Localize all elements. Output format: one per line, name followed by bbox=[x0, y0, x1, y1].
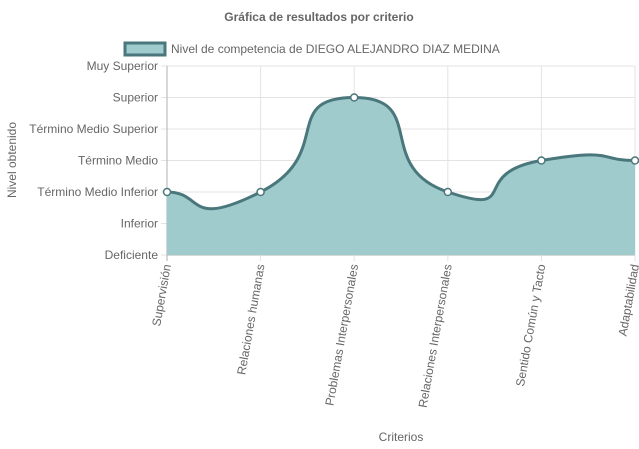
y-tick-label: Inferior bbox=[121, 217, 158, 231]
x-tick-label: Adaptabilidad bbox=[616, 263, 639, 337]
x-axis-title: Criterios bbox=[379, 430, 424, 444]
series-area bbox=[162, 93, 639, 255]
legend[interactable]: Nivel de competencia de DIEGO ALEJANDRO … bbox=[123, 41, 500, 57]
y-tick-label: Término Medio Inferior bbox=[37, 185, 158, 199]
x-tick-label: Relaciones humanas bbox=[234, 263, 267, 376]
x-tick-label: Problemas Interpersonales bbox=[322, 263, 361, 407]
series-area-fill bbox=[167, 97, 635, 255]
data-point[interactable] bbox=[162, 187, 172, 197]
data-point[interactable] bbox=[630, 156, 639, 165]
data-point[interactable] bbox=[443, 187, 453, 197]
legend-swatch bbox=[123, 41, 167, 57]
y-axis-ticks: Deficiente Inferior Término Medio Inferior… bbox=[29, 59, 158, 262]
data-point[interactable] bbox=[256, 187, 265, 197]
chart-title: Gráfica de resultados por criterio bbox=[224, 10, 413, 24]
data-point[interactable] bbox=[537, 156, 546, 165]
y-tick-label: Superior bbox=[113, 91, 158, 105]
y-axis-title: Nivel obtenido bbox=[5, 122, 19, 198]
y-tick-label: Término Medio bbox=[78, 154, 158, 168]
y-tick-label: Término Medio Superior bbox=[29, 122, 158, 136]
legend-label: Nivel de competencia de DIEGO ALEJANDRO … bbox=[171, 42, 500, 56]
x-tick-label: Sentido Común y Tacto bbox=[513, 263, 548, 388]
y-tick-label: Muy Superior bbox=[87, 59, 158, 73]
y-tick-label: Deficiente bbox=[105, 248, 159, 262]
x-axis-ticks: Supervisión Relaciones humanas Problemas I… bbox=[149, 263, 639, 409]
x-tick-label: Supervisión bbox=[149, 263, 174, 327]
data-point[interactable] bbox=[349, 93, 359, 102]
x-tick-label: Relaciones Interpersonales bbox=[416, 263, 455, 409]
